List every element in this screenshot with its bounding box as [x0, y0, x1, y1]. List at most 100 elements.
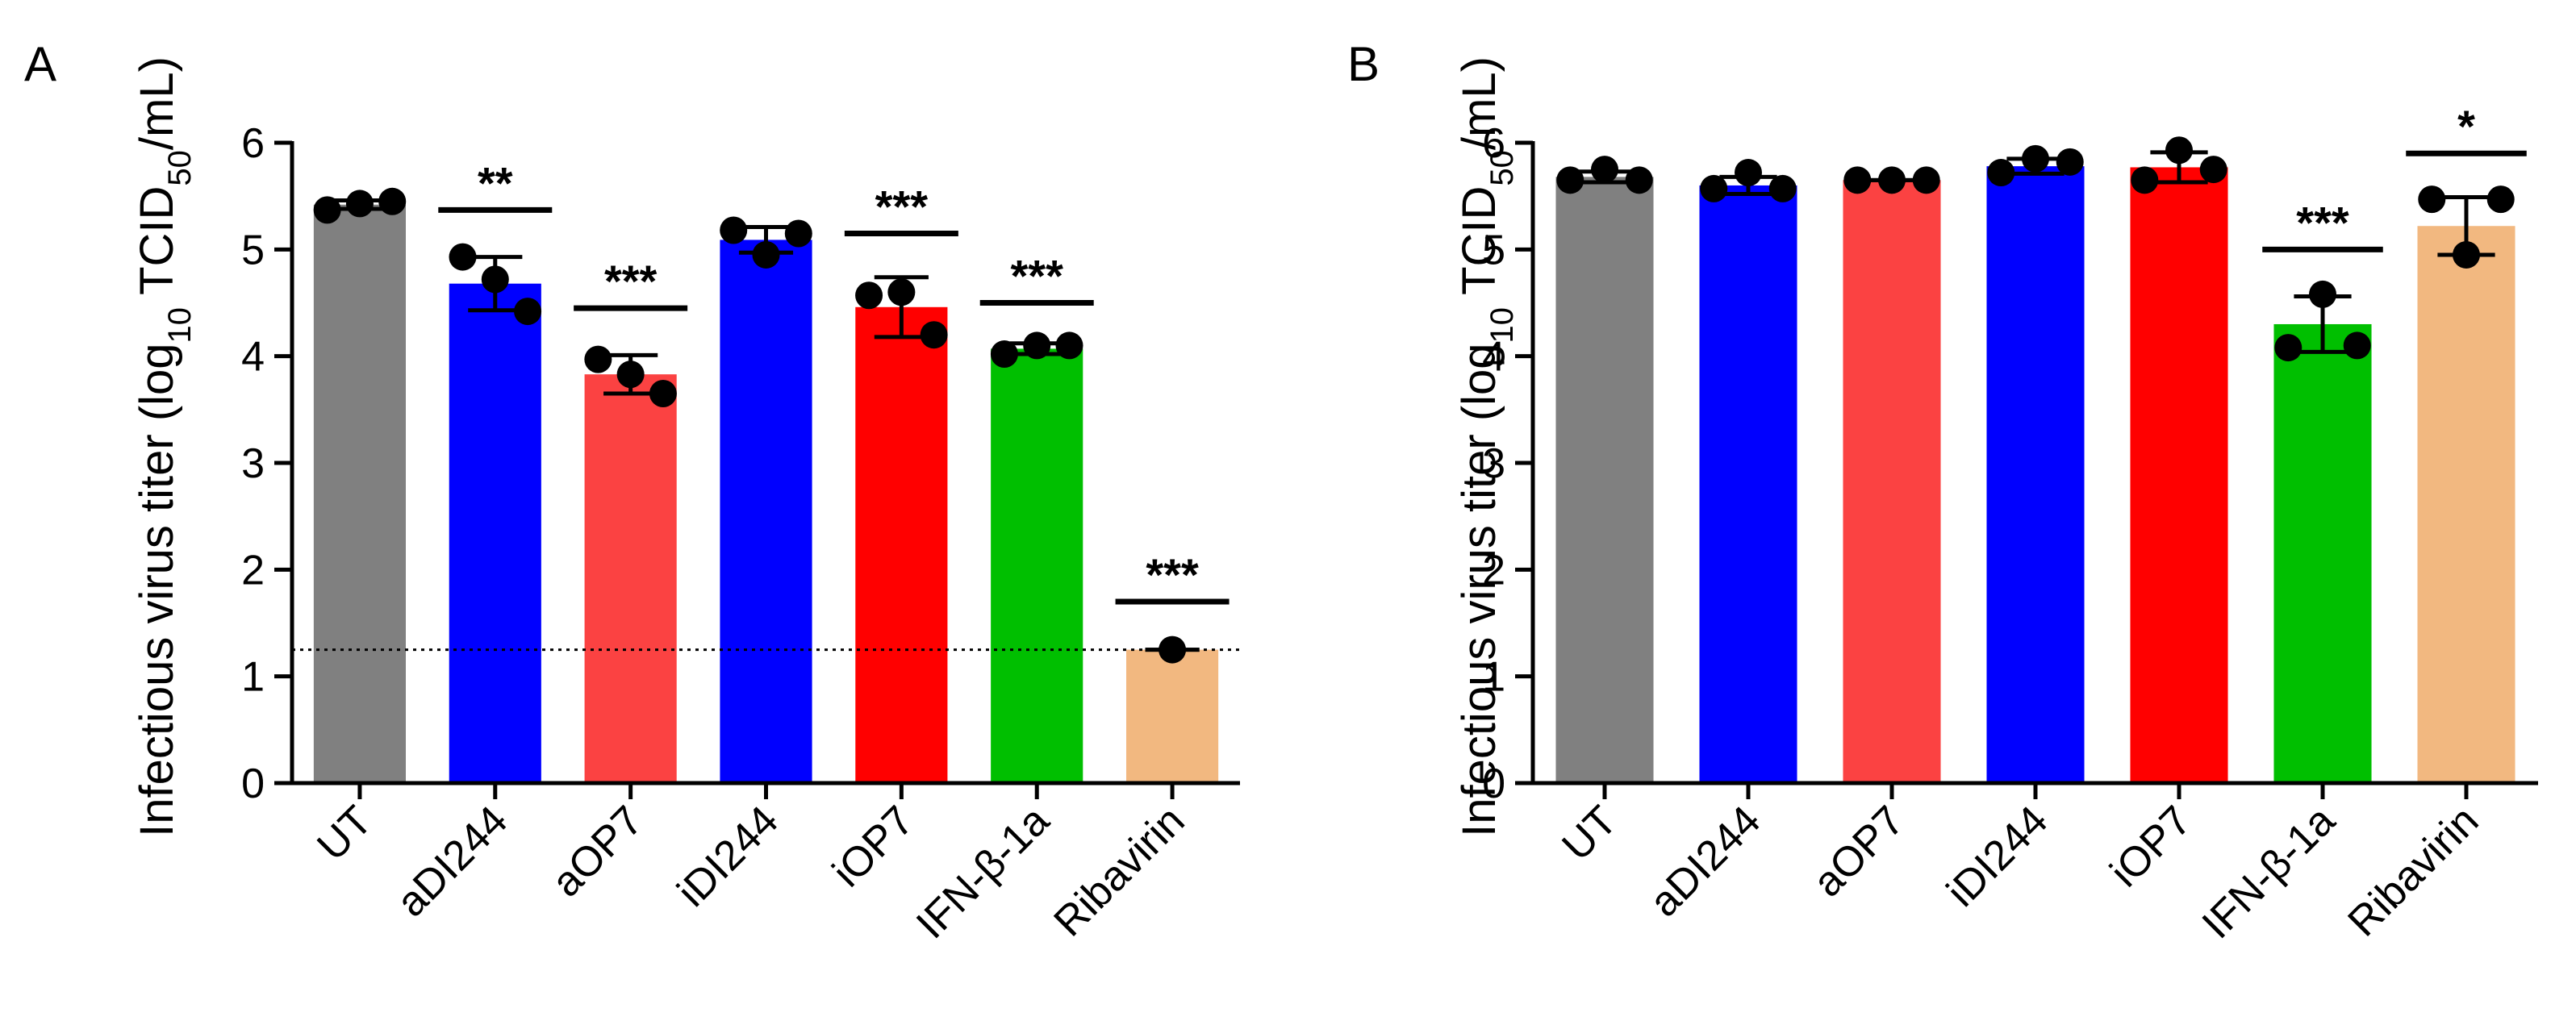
bar	[720, 240, 812, 783]
bar	[2130, 167, 2228, 784]
data-point	[1055, 331, 1083, 360]
data-point	[2486, 185, 2515, 214]
bar	[855, 306, 948, 783]
panel-label: B	[1347, 37, 1380, 91]
data-point	[784, 219, 812, 248]
x-tick-label: IFN-β-1a	[908, 797, 1058, 948]
data-point	[990, 340, 1018, 369]
data-point	[378, 187, 407, 215]
data-point	[514, 298, 542, 326]
bar	[449, 283, 541, 783]
x-tick-label: aOP7	[543, 797, 652, 906]
y-axis-label-part: /mL)	[1453, 56, 1505, 150]
data-point	[1625, 166, 1653, 194]
x-tick-label: aDI244	[1641, 797, 1770, 926]
y-axis-label-part: TCID	[131, 186, 183, 307]
y-axis-label: Infectious virus titer (log10 TCID50/mL)	[131, 56, 198, 837]
data-point	[649, 379, 677, 407]
data-point	[1591, 156, 1618, 184]
y-tick-label: 3	[241, 440, 265, 487]
bar	[313, 204, 406, 784]
data-point	[2056, 148, 2084, 176]
y-tick-label: 2	[1482, 547, 1505, 594]
data-point	[2274, 334, 2303, 362]
y-tick-label: 5	[1482, 227, 1505, 273]
data-point	[1987, 159, 2015, 187]
data-point	[2453, 240, 2480, 269]
data-point	[2165, 136, 2193, 165]
significance-label: **	[478, 157, 513, 208]
bar	[2273, 323, 2372, 783]
x-tick-label: iOP7	[2102, 797, 2201, 896]
data-point	[1878, 166, 1906, 194]
y-tick-label: 1	[241, 654, 265, 701]
x-tick-label: Ribavirin	[2339, 797, 2487, 945]
data-point	[584, 345, 612, 373]
bar	[1843, 180, 1941, 784]
y-axis-label: Infectious virus titer (log10 TCID50/mL)	[1453, 56, 1520, 837]
y-tick-label: 0	[241, 761, 265, 807]
significance-label: ***	[1146, 549, 1199, 600]
y-axis-label-part: TCID	[1453, 186, 1505, 307]
data-point	[1735, 159, 1762, 187]
y-tick-label: 4	[1482, 334, 1505, 381]
data-point	[313, 196, 341, 224]
y-tick-label: 5	[241, 227, 265, 273]
bar	[2417, 226, 2515, 784]
data-point	[855, 281, 883, 310]
y-tick-label: 1	[1482, 654, 1505, 701]
significance-label: ***	[1011, 251, 1064, 302]
x-tick-label: iDI244	[669, 797, 787, 915]
x-tick-label: aOP7	[1804, 797, 1913, 906]
y-axis-label-part: Infectious virus titer (log	[131, 343, 183, 836]
data-point	[1912, 166, 1940, 194]
x-tick-label: UT	[308, 797, 381, 869]
significance-label: ***	[604, 256, 658, 306]
data-point	[2022, 144, 2049, 173]
significance-label: ***	[875, 181, 929, 231]
y-tick-label: 3	[1482, 440, 1505, 487]
significance-label: *	[2457, 101, 2475, 152]
y-tick-label: 6	[1482, 120, 1505, 167]
x-tick-label: iDI244	[1938, 797, 2056, 915]
x-tick-label: aDI244	[388, 797, 517, 926]
y-axis-label-part: 50	[1484, 150, 1520, 186]
data-point	[2418, 185, 2446, 214]
data-point	[1768, 174, 1797, 202]
bar	[1986, 166, 2085, 783]
y-tick-label: 4	[241, 334, 265, 381]
data-point	[752, 240, 780, 269]
data-point	[2309, 280, 2336, 308]
data-point	[1023, 331, 1051, 360]
y-tick-label: 0	[1482, 761, 1505, 807]
bar	[584, 374, 677, 783]
data-point	[481, 265, 509, 294]
data-point	[1556, 166, 1584, 194]
data-point	[2131, 166, 2159, 194]
data-point	[887, 278, 916, 306]
y-axis-label-part: 50	[162, 150, 198, 186]
x-tick-label: iOP7	[824, 797, 923, 896]
data-point	[2343, 331, 2371, 360]
data-point	[345, 190, 374, 218]
data-point	[616, 360, 645, 389]
y-tick-label: 6	[241, 120, 265, 167]
data-point	[2199, 156, 2227, 184]
x-tick-label: IFN-β-1a	[2194, 797, 2344, 948]
y-axis-label-part: /mL)	[131, 56, 183, 150]
data-point	[1843, 166, 1872, 194]
x-tick-label: Ribavirin	[1045, 797, 1193, 945]
y-axis-label-part: 10	[162, 307, 198, 344]
y-axis-label-part: Infectious virus titer (log	[1453, 343, 1505, 836]
bar	[1699, 185, 1797, 783]
bar	[1126, 649, 1219, 783]
data-point	[449, 243, 477, 271]
x-tick-label: UT	[1553, 797, 1626, 869]
data-point	[1159, 636, 1187, 664]
y-axis-label-part: 10	[1484, 307, 1520, 344]
data-point	[920, 321, 948, 349]
bar	[991, 348, 1083, 783]
y-tick-label: 2	[241, 547, 265, 594]
data-point	[720, 216, 748, 244]
